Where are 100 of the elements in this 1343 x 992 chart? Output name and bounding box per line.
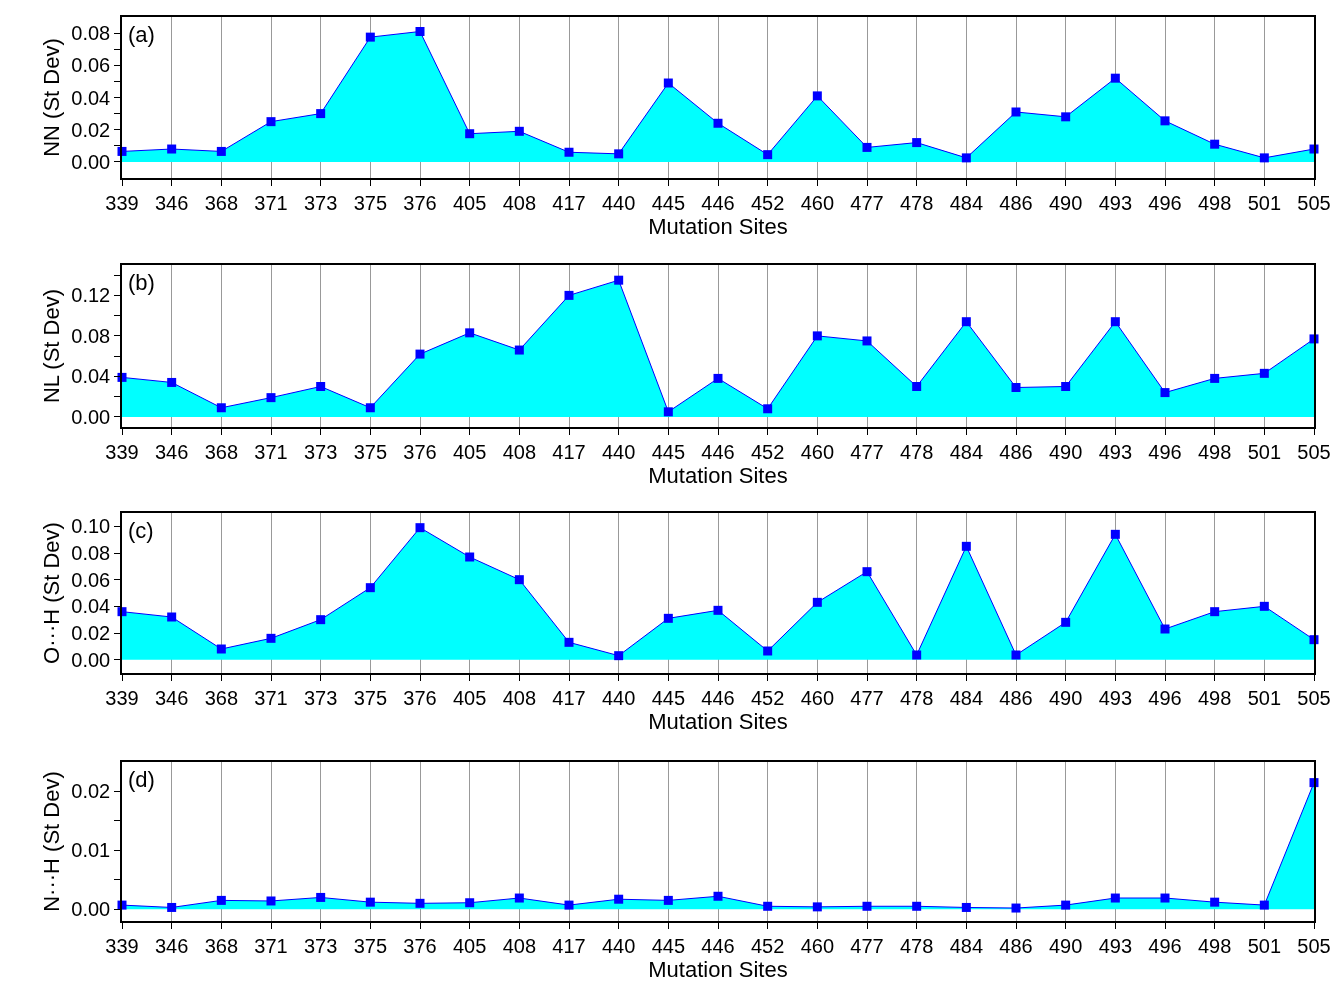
x-tick-label: 452 (750, 191, 785, 214)
point (216, 644, 226, 654)
point (415, 898, 425, 908)
x-tick-label: 376 (403, 191, 437, 214)
point (564, 290, 574, 300)
x-axis-title: Mutation Sites (648, 956, 788, 982)
point (663, 78, 673, 88)
x-tick-label: 339 (105, 934, 139, 957)
point (465, 129, 475, 139)
point (564, 900, 574, 910)
point (1061, 382, 1071, 391)
x-tick-label: 498 (1197, 934, 1232, 957)
point (912, 650, 922, 660)
y-tick-label: 0.04 (71, 365, 111, 388)
x-tick-label: 445 (651, 934, 686, 957)
point (812, 331, 822, 341)
point (266, 633, 276, 643)
y-tick-label: 0.02 (71, 780, 111, 803)
x-tick-label: 477 (850, 191, 884, 214)
point (564, 637, 574, 647)
y-tick-label: 0.08 (71, 22, 111, 45)
point (316, 382, 326, 391)
x-tick-label: 486 (999, 191, 1033, 214)
point (763, 150, 773, 160)
annotation: (c) (128, 518, 154, 543)
y-tick-label: 0.06 (71, 568, 111, 591)
point (365, 583, 375, 593)
x-tick-label: 501 (1247, 934, 1282, 957)
point (365, 32, 375, 42)
point (1210, 607, 1220, 617)
x-tick-label: 486 (999, 934, 1033, 957)
point (713, 605, 723, 615)
point (912, 901, 922, 911)
x-tick-label: 440 (601, 686, 636, 709)
x-axis-title: Mutation Sites (648, 213, 788, 239)
point (266, 393, 276, 403)
point (912, 382, 922, 391)
x-tick-label: 452 (750, 686, 785, 709)
x-tick-label: 498 (1197, 191, 1232, 214)
x-tick-label: 498 (1197, 440, 1232, 463)
point (1259, 900, 1269, 910)
point (1011, 650, 1021, 660)
point (316, 109, 326, 119)
x-tick-label: 339 (105, 440, 139, 463)
point (1110, 893, 1120, 903)
x-tick-label: 373 (303, 934, 338, 957)
y-tick-label: 0.02 (71, 118, 111, 141)
x-tick-label: 490 (1048, 934, 1083, 957)
point (961, 902, 971, 912)
x-tick-label: 501 (1247, 440, 1282, 463)
y-tick-label: 0.06 (71, 54, 111, 77)
x-tick-label: 496 (1148, 191, 1182, 214)
y-tick-label: 0.12 (71, 284, 111, 307)
point (763, 901, 773, 911)
x-tick-label: 440 (601, 440, 636, 463)
x-tick-label: 484 (949, 191, 984, 214)
y-tick-label: 0.01 (71, 839, 111, 862)
point (514, 893, 524, 903)
point (1160, 388, 1170, 398)
x-tick-label: 417 (552, 440, 586, 463)
x-tick-label: 408 (502, 686, 537, 709)
x-tick-label: 493 (1098, 191, 1133, 214)
point (1210, 897, 1220, 907)
x-tick-label: 505 (1297, 934, 1331, 957)
point (663, 895, 673, 905)
x-tick-label: 478 (899, 686, 934, 709)
x-tick-label: 505 (1297, 686, 1331, 709)
x-tick-label: 368 (204, 934, 239, 957)
annotation: (a) (128, 22, 155, 47)
y-axis-title: NN (St Dev) (38, 38, 64, 157)
point (266, 117, 276, 127)
point (1160, 116, 1170, 126)
x-tick-label: 493 (1098, 440, 1133, 463)
point (216, 895, 226, 905)
x-tick-label: 498 (1197, 686, 1232, 709)
x-tick-label: 346 (154, 191, 189, 214)
x-tick-label: 405 (452, 440, 487, 463)
x-tick-label: 417 (552, 686, 586, 709)
x-tick-label: 373 (303, 191, 338, 214)
x-tick-label: 445 (651, 686, 686, 709)
x-tick-label: 478 (899, 934, 934, 957)
x-tick-label: 417 (552, 934, 586, 957)
x-tick-label: 376 (403, 686, 437, 709)
x-tick-label: 346 (154, 440, 189, 463)
x-tick-label: 486 (999, 686, 1033, 709)
y-axis-title: O···H (St Dev) (38, 522, 64, 664)
annotation: (d) (128, 767, 155, 792)
x-tick-label: 375 (353, 686, 388, 709)
x-tick-label: 493 (1098, 934, 1133, 957)
x-tick-label: 446 (701, 440, 735, 463)
point (266, 896, 276, 906)
point (167, 144, 177, 154)
x-tick-label: 484 (949, 686, 984, 709)
y-tick-label: 0.00 (71, 648, 111, 671)
point (713, 891, 723, 901)
x-tick-label: 405 (452, 934, 487, 957)
x-tick-label: 477 (850, 440, 884, 463)
point (514, 126, 524, 136)
point (614, 651, 624, 661)
x-tick-label: 376 (403, 934, 437, 957)
